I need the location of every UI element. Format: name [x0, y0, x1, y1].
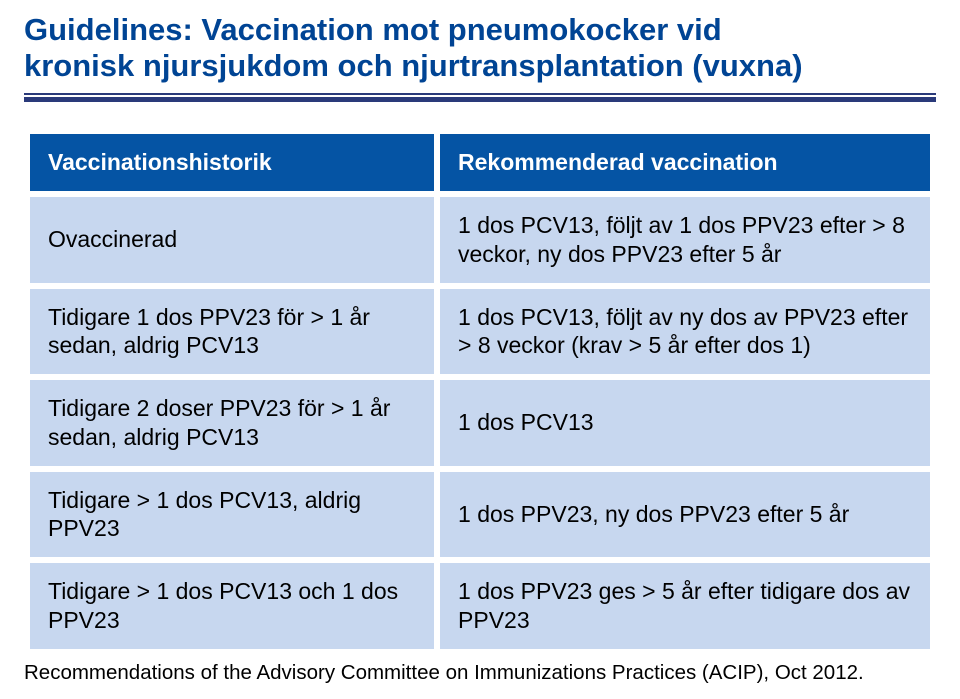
- table-row: Tidigare > 1 dos PCV13 och 1 dos PPV23 1…: [30, 563, 930, 649]
- title-underline: [24, 93, 936, 102]
- cell-rekommenderad: 1 dos PCV13, följt av 1 dos PPV23 efter …: [440, 197, 930, 283]
- cell-historik: Tidigare > 1 dos PCV13, aldrig PPV23: [30, 472, 434, 558]
- table-header-row: Vaccinationshistorik Rekommenderad vacci…: [30, 134, 930, 191]
- slide-title: Guidelines: Vaccination mot pneumokocker…: [24, 12, 936, 83]
- title-line-2: kronisk njursjukdom och njurtransplantat…: [24, 48, 803, 83]
- table-row: Ovaccinerad 1 dos PCV13, följt av 1 dos …: [30, 197, 930, 283]
- title-line-1: Guidelines: Vaccination mot pneumokocker…: [24, 12, 722, 47]
- cell-historik: Tidigare 1 dos PPV23 för > 1 år sedan, a…: [30, 289, 434, 375]
- cell-historik: Tidigare 2 doser PPV23 för > 1 år sedan,…: [30, 380, 434, 466]
- col-header-rekommenderad: Rekommenderad vaccination: [440, 134, 930, 191]
- cell-historik: Tidigare > 1 dos PCV13 och 1 dos PPV23: [30, 563, 434, 649]
- cell-historik: Ovaccinerad: [30, 197, 434, 283]
- table-row: Tidigare > 1 dos PCV13, aldrig PPV23 1 d…: [30, 472, 930, 558]
- cell-rekommenderad: 1 dos PPV23 ges > 5 år efter tidigare do…: [440, 563, 930, 649]
- col-header-historik: Vaccinationshistorik: [30, 134, 434, 191]
- cell-rekommenderad: 1 dos PCV13, följt av ny dos av PPV23 ef…: [440, 289, 930, 375]
- table-row: Tidigare 2 doser PPV23 för > 1 år sedan,…: [30, 380, 930, 466]
- table-row: Tidigare 1 dos PPV23 för > 1 år sedan, a…: [30, 289, 930, 375]
- cell-rekommenderad: 1 dos PPV23, ny dos PPV23 efter 5 år: [440, 472, 930, 558]
- vaccination-table: Vaccinationshistorik Rekommenderad vacci…: [24, 128, 936, 654]
- cell-rekommenderad: 1 dos PCV13: [440, 380, 930, 466]
- footnote: Recommendations of the Advisory Committe…: [24, 661, 936, 685]
